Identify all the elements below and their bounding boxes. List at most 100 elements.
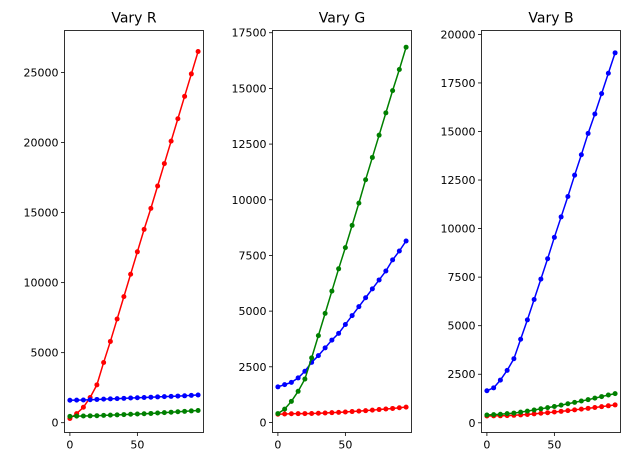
data-point — [369, 286, 375, 292]
data-point — [342, 409, 348, 415]
data-point — [74, 397, 80, 403]
data-point — [599, 394, 605, 400]
data-point — [155, 410, 161, 416]
y-tick-label: 0 — [469, 417, 476, 430]
data-point — [182, 93, 188, 99]
data-point — [558, 214, 564, 220]
axes-frame — [272, 30, 412, 433]
data-point — [114, 412, 120, 418]
subplot-2: 0 2500 5000 7500 10000 12500 15000 17500 0 50 Vary… — [232, 11, 412, 452]
data-point — [309, 355, 315, 361]
series-line — [276, 46, 408, 415]
data-point — [155, 394, 161, 400]
data-point — [161, 394, 167, 400]
data-point — [315, 333, 321, 339]
data-point — [538, 276, 544, 282]
x-tick-label: 50 — [130, 439, 144, 452]
data-point — [121, 294, 127, 300]
y-tick-label: 10000 — [24, 277, 59, 290]
data-point — [302, 368, 308, 374]
y-tick-label: 7500 — [239, 249, 267, 262]
data-point — [329, 337, 335, 343]
data-point — [605, 403, 611, 409]
y-tick-label: 20000 — [24, 137, 59, 150]
data-point — [356, 200, 362, 206]
y-tick-label: 0 — [52, 417, 59, 430]
data-point — [599, 404, 605, 410]
data-point — [295, 388, 301, 394]
data-point — [315, 410, 321, 416]
subplot-1: 0 5000 10000 15000 20000 25000 0 50 Vary R — [24, 11, 204, 452]
data-point — [114, 396, 120, 402]
data-point — [336, 330, 342, 336]
data-point — [545, 410, 551, 416]
data-point — [383, 110, 389, 116]
data-point — [161, 161, 167, 167]
data-point — [80, 413, 86, 419]
data-point — [484, 388, 490, 394]
data-point — [592, 405, 598, 411]
series-line — [485, 51, 617, 392]
data-point — [329, 288, 335, 294]
data-point — [578, 398, 584, 404]
data-point — [565, 194, 571, 200]
data-point — [363, 408, 369, 414]
data-point — [572, 407, 578, 413]
data-point — [282, 406, 288, 412]
data-point — [491, 385, 497, 391]
data-point — [363, 295, 369, 301]
data-point — [322, 345, 328, 351]
data-point — [599, 91, 605, 97]
data-point — [585, 130, 591, 136]
data-point — [275, 384, 281, 390]
data-point — [376, 277, 382, 283]
data-point — [288, 379, 294, 385]
chart-title: Vary G — [319, 11, 365, 27]
y-tick-label: 20000 — [441, 28, 476, 41]
data-point — [605, 392, 611, 398]
data-point — [376, 132, 382, 138]
series-line — [68, 50, 200, 420]
data-point — [101, 412, 107, 418]
data-point — [504, 367, 510, 373]
data-point — [114, 316, 120, 322]
data-point — [585, 397, 591, 403]
data-point — [80, 404, 86, 410]
data-point — [134, 249, 140, 255]
data-point — [390, 88, 396, 94]
data-point — [148, 394, 154, 400]
data-point — [161, 410, 167, 416]
data-point — [288, 411, 294, 417]
data-point — [195, 49, 201, 55]
data-point — [315, 353, 321, 359]
data-point — [302, 376, 308, 382]
data-point — [390, 405, 396, 411]
data-point — [491, 412, 497, 418]
data-point — [592, 111, 598, 117]
y-tick-label: 5000 — [31, 347, 59, 360]
data-point — [605, 70, 611, 76]
x-tick-label: 0 — [483, 439, 490, 452]
y-tick-label: 2500 — [239, 361, 267, 374]
data-point — [309, 410, 315, 416]
data-point — [531, 296, 537, 302]
data-point — [329, 410, 335, 416]
data-point — [175, 116, 181, 122]
data-point — [578, 152, 584, 158]
plot-area — [67, 49, 201, 421]
data-point — [148, 205, 154, 211]
data-point — [128, 411, 134, 417]
data-point — [168, 409, 174, 415]
data-point — [369, 407, 375, 413]
data-point — [121, 412, 127, 418]
data-point — [403, 44, 409, 50]
data-point — [94, 413, 100, 419]
y-tick-label: 7500 — [448, 271, 476, 284]
data-point — [182, 408, 188, 414]
data-point — [80, 397, 86, 403]
data-point — [524, 317, 530, 323]
data-point — [403, 404, 409, 410]
x-tick-label: 0 — [274, 439, 281, 452]
data-point — [87, 413, 93, 419]
